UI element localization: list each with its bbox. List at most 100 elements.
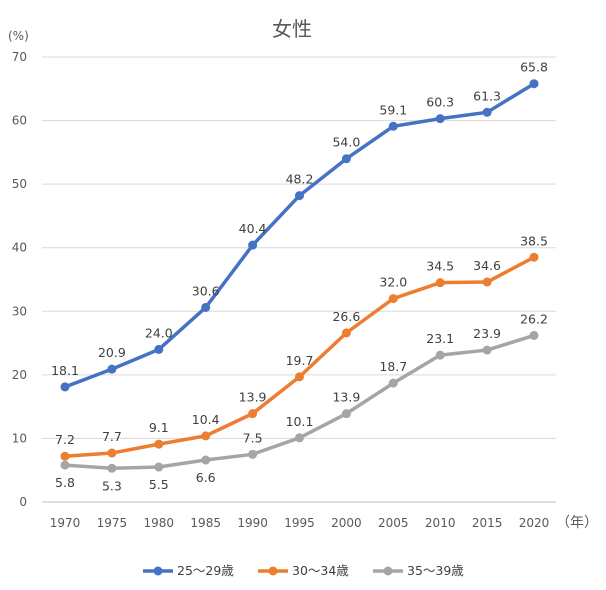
data-point (435, 114, 445, 124)
data-label: 38.5 (520, 233, 548, 248)
data-label: 7.5 (243, 430, 263, 445)
legend-label: 30〜34歳 (292, 563, 349, 578)
data-point (60, 460, 70, 470)
x-tick-label: 2010 (425, 516, 456, 530)
data-point (482, 277, 492, 287)
data-point (154, 462, 164, 472)
data-point (435, 278, 445, 288)
data-point (529, 79, 539, 89)
data-point (295, 372, 304, 382)
series-1: 18.1 20.9 24.0 30.6 40.4 48.2 54.0 59.1 60.3 61.3… (51, 60, 548, 392)
data-point (388, 294, 398, 304)
chart-title: 女性 (272, 17, 312, 41)
data-point (201, 302, 211, 312)
data-point (107, 463, 117, 473)
series-line (64, 82, 535, 389)
data-label: 60.3 (426, 95, 454, 110)
legend-label: 35〜39歳 (407, 563, 464, 578)
data-point (107, 448, 117, 458)
data-label: 9.1 (149, 420, 169, 435)
data-label: 18.1 (51, 363, 79, 378)
y-tick-label: 30 (12, 304, 27, 318)
data-label: 7.7 (102, 429, 122, 444)
data-point (154, 344, 164, 354)
data-label: 24.0 (145, 325, 173, 340)
data-point (529, 252, 539, 262)
legend-item: 30〜34歳 (258, 563, 349, 578)
x-tick-label: 1990 (237, 516, 268, 530)
legend-item: 35〜39歳 (373, 563, 464, 578)
data-label: 6.6 (196, 470, 216, 485)
data-point (388, 378, 398, 388)
legend-marker (153, 566, 163, 576)
data-label: 10.1 (286, 414, 314, 429)
y-tick-label: 0 (19, 495, 27, 509)
data-label: 61.3 (473, 88, 501, 103)
data-label: 48.2 (286, 172, 314, 187)
x-tick-label: 1970 (50, 516, 81, 530)
y-tick-label: 70 (12, 50, 27, 64)
data-point (60, 382, 70, 392)
data-label: 34.5 (426, 259, 454, 274)
y-tick-label: 60 (12, 114, 27, 128)
data-point (248, 449, 258, 459)
data-point (295, 433, 304, 443)
x-tick-label: 1995 (284, 516, 315, 530)
data-label: 10.4 (192, 412, 220, 427)
legend-marker (383, 566, 393, 576)
data-label: 13.9 (239, 390, 267, 405)
data-point (341, 409, 351, 419)
data-point (435, 350, 445, 360)
x-tick-label: 1975 (97, 516, 128, 530)
data-point (201, 431, 211, 441)
data-label: 5.3 (102, 478, 122, 493)
data-label: 5.5 (149, 477, 169, 492)
data-label: 32.0 (379, 275, 407, 290)
data-label: 59.1 (379, 102, 407, 117)
data-point (388, 121, 398, 131)
x-axis-label: （年） (556, 515, 598, 531)
legend-marker (268, 566, 278, 576)
data-label: 26.6 (332, 309, 360, 324)
data-point (295, 191, 304, 201)
legend-label: 25〜29歳 (177, 563, 234, 578)
data-point (529, 330, 539, 340)
data-label: 13.9 (332, 390, 360, 405)
data-point (107, 364, 117, 374)
data-label: 5.8 (55, 475, 75, 490)
data-label: 23.9 (473, 326, 501, 341)
series-3: 5.8 5.3 5.5 6.6 7.5 10.1 13.9 18.7 23.1 23.9 26.2 (55, 311, 548, 493)
x-tick-label: 1980 (144, 516, 175, 530)
legend-item: 25〜29歳 (143, 563, 234, 578)
data-point (341, 154, 351, 164)
data-point (154, 439, 164, 449)
data-point (248, 409, 258, 419)
y-axis-label: (%) (8, 29, 29, 43)
data-label: 40.4 (239, 221, 267, 236)
data-point (60, 451, 70, 461)
data-label: 19.7 (286, 353, 314, 368)
data-label: 18.7 (379, 359, 407, 374)
data-point (482, 345, 492, 355)
x-tick-label: 2020 (519, 516, 550, 530)
y-tick-label: 40 (12, 241, 27, 255)
x-tick-label: 2015 (472, 516, 503, 530)
x-tick-label: 2000 (331, 516, 362, 530)
data-label: 7.2 (55, 432, 75, 447)
data-point (341, 328, 351, 338)
x-tick-label: 2005 (378, 516, 409, 530)
data-label: 20.9 (98, 345, 126, 360)
y-tick-label: 10 (12, 431, 27, 445)
series-2: 7.2 7.7 9.1 10.4 13.9 19.7 26.6 32.0 34.5 34.6 38.… (55, 233, 548, 461)
y-tick-label: 20 (12, 368, 27, 382)
data-point (248, 240, 258, 250)
data-label: 30.6 (192, 283, 220, 298)
data-label: 23.1 (426, 331, 454, 346)
y-tick-label: 50 (12, 177, 27, 191)
data-label: 54.0 (332, 135, 360, 150)
data-point (201, 455, 211, 465)
data-label: 34.6 (473, 258, 501, 273)
data-point (482, 107, 492, 117)
data-label: 26.2 (520, 311, 548, 326)
